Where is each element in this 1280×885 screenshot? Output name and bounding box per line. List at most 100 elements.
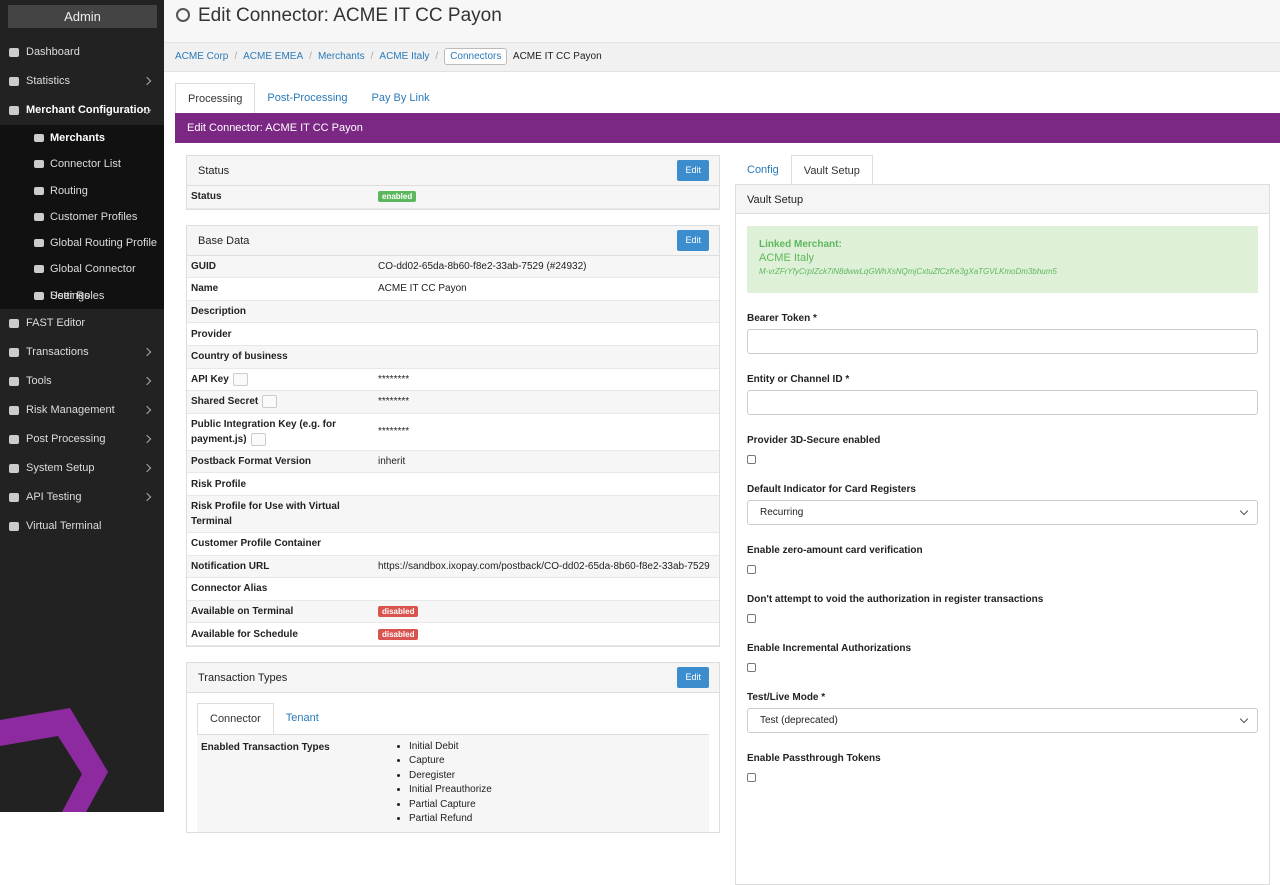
menu-item[interactable]: Dashboard — [0, 38, 164, 67]
submenu-item[interactable]: Customer Profiles — [0, 204, 164, 230]
select-arrow — [1239, 506, 1249, 516]
submenu-item[interactable]: Merchants — [0, 125, 164, 151]
form-field: Test/Live Mode * Test (deprecated) — [747, 688, 1258, 733]
data-row: API Key ******** — [187, 369, 719, 392]
menu-icon — [9, 348, 19, 358]
select[interactable]: Test (deprecated) — [747, 708, 1258, 733]
edit-button[interactable]: Edit — [677, 229, 709, 251]
submenu-item[interactable]: Routing — [0, 178, 164, 204]
decoration — [0, 708, 108, 812]
tab[interactable]: Vault Setup — [790, 155, 873, 184]
checkbox[interactable] — [747, 455, 756, 464]
edit-button[interactable]: Edit — [677, 160, 709, 181]
reveal-button[interactable] — [250, 432, 266, 446]
panel-header: Status Edit — [187, 156, 719, 186]
reveal-button[interactable] — [232, 372, 248, 386]
transaction-types: Enabled Transaction Types Initial DebitCa… — [197, 734, 709, 832]
data-row: Name ACME IT CC Payon — [187, 278, 719, 301]
breadcrumb-item[interactable]: Merchants — [317, 51, 365, 62]
checkbox[interactable] — [747, 614, 756, 623]
row-label: Country of business — [191, 349, 378, 364]
label: Customer Profile Container — [191, 538, 322, 550]
data-row: GUID CO-dd02-65da-8b60-f8e2-33ab-7529 (#2… — [187, 255, 719, 279]
label: Public Integration Key (e.g. for payment… — [191, 418, 337, 445]
submenu-item[interactable]: Connector List — [0, 151, 164, 177]
menu-item[interactable]: Tools — [0, 367, 164, 396]
type-item: Capture — [409, 754, 492, 769]
breadcrumb-item: ACME IT CC Payon — [512, 51, 602, 62]
menu-item[interactable]: Transactions — [0, 338, 164, 367]
panel-header: Vault Setup — [736, 185, 1269, 214]
breadcrumb-item[interactable]: Connectors — [444, 48, 508, 65]
label: Available on Terminal — [191, 606, 294, 618]
breadcrumb-item[interactable]: ACME EMEA — [243, 51, 304, 62]
data-row: Postback Format Version inherit — [187, 450, 719, 474]
menu-icon — [34, 239, 44, 248]
sidebar-title: Admin — [8, 5, 157, 28]
tab[interactable]: Connector — [197, 702, 274, 734]
reveal-button[interactable] — [262, 395, 278, 409]
submenu-item[interactable]: User Roles — [0, 283, 164, 309]
breadcrumb-item[interactable]: ACME Corp — [175, 51, 229, 62]
menu-item[interactable]: System Setup — [0, 454, 164, 483]
badge: enabled — [378, 191, 417, 203]
panel: Transaction Types Edit Connector Tenant Enab… — [186, 661, 720, 833]
value: ******** — [378, 373, 410, 385]
checkbox[interactable] — [747, 565, 756, 574]
chevron — [142, 376, 152, 386]
form-field: Default Indicator for Card Registers Recu… — [747, 480, 1258, 525]
data-row: Notification URL https://sandbox.ixopay.c… — [187, 555, 719, 579]
vault-panel: Vault Setup Linked Merchant: ACME Italy M-v… — [735, 185, 1270, 885]
checkbox[interactable] — [747, 663, 756, 672]
menu-item[interactable]: FAST Editor — [0, 309, 164, 338]
data-row: Available on Terminal disabled — [187, 600, 719, 624]
panel-title: Vault Setup — [747, 194, 804, 206]
tab[interactable]: Post-Processing — [267, 92, 348, 104]
field-label: Entity or Channel ID * — [747, 374, 850, 385]
label: Connector Alias — [191, 583, 268, 595]
value: CO-dd02-65da-8b60-f8e2-33ab-7529 (#24932… — [378, 260, 587, 272]
panel-title: Status — [198, 165, 230, 177]
menu-item[interactable]: Virtual Terminal — [0, 512, 164, 541]
menu-label: Transactions — [26, 346, 89, 359]
tab[interactable]: Processing — [175, 83, 256, 113]
submenu-item[interactable]: Global Connector Settings — [0, 256, 164, 302]
menu-item[interactable]: Risk Management — [0, 396, 164, 425]
field-label: Bearer Token * — [747, 313, 817, 324]
type-item: Partial Refund — [409, 812, 492, 827]
left-column: Status Edit Status enabled Base Data Edit GUID… — [186, 155, 720, 848]
row-label: Name — [191, 281, 378, 296]
value: inherit — [378, 456, 406, 468]
text-input[interactable] — [747, 329, 1258, 354]
banner-text: Edit Connector: ACME IT CC Payon — [187, 122, 363, 134]
label: Description — [191, 306, 247, 318]
row-label: Enabled Transaction Types — [201, 741, 330, 753]
tab[interactable]: Tenant — [285, 711, 319, 724]
header: Edit Connector: ACME IT CC Payon — [164, 0, 1280, 42]
menu-label: Routing — [50, 184, 88, 197]
field-label: Test/Live Mode * — [747, 692, 826, 703]
field-label: Enable Incremental Authorizations — [747, 643, 912, 654]
panel-header: Base Data Edit — [187, 225, 719, 256]
edit-button[interactable]: Edit — [677, 666, 709, 688]
menu-label: Post Processing — [26, 433, 106, 446]
data-row: Status enabled — [187, 186, 719, 209]
menu-icon — [34, 291, 44, 300]
checkbox[interactable] — [747, 773, 756, 782]
menu-item[interactable]: API Testing — [0, 483, 164, 512]
menu-item[interactable]: Post Processing — [0, 425, 164, 454]
select-value: Recurring — [760, 507, 804, 518]
tab[interactable]: Pay By Link — [371, 92, 430, 104]
menu-label: Merchants — [50, 132, 106, 144]
tab[interactable]: Config — [747, 164, 779, 176]
breadcrumb-item[interactable]: ACME Italy — [379, 51, 430, 62]
menu-item[interactable]: Statistics — [0, 67, 164, 96]
field-label: Enable Passthrough Tokens — [747, 753, 881, 764]
select[interactable]: Recurring — [747, 500, 1258, 525]
text-input[interactable] — [747, 390, 1258, 415]
row-value: ******** — [378, 396, 715, 407]
menu-item[interactable]: Merchant Configuration — [0, 96, 164, 125]
chevron — [142, 405, 152, 415]
menu-icon — [9, 406, 19, 416]
submenu-item[interactable]: Global Routing Profile — [0, 230, 164, 256]
